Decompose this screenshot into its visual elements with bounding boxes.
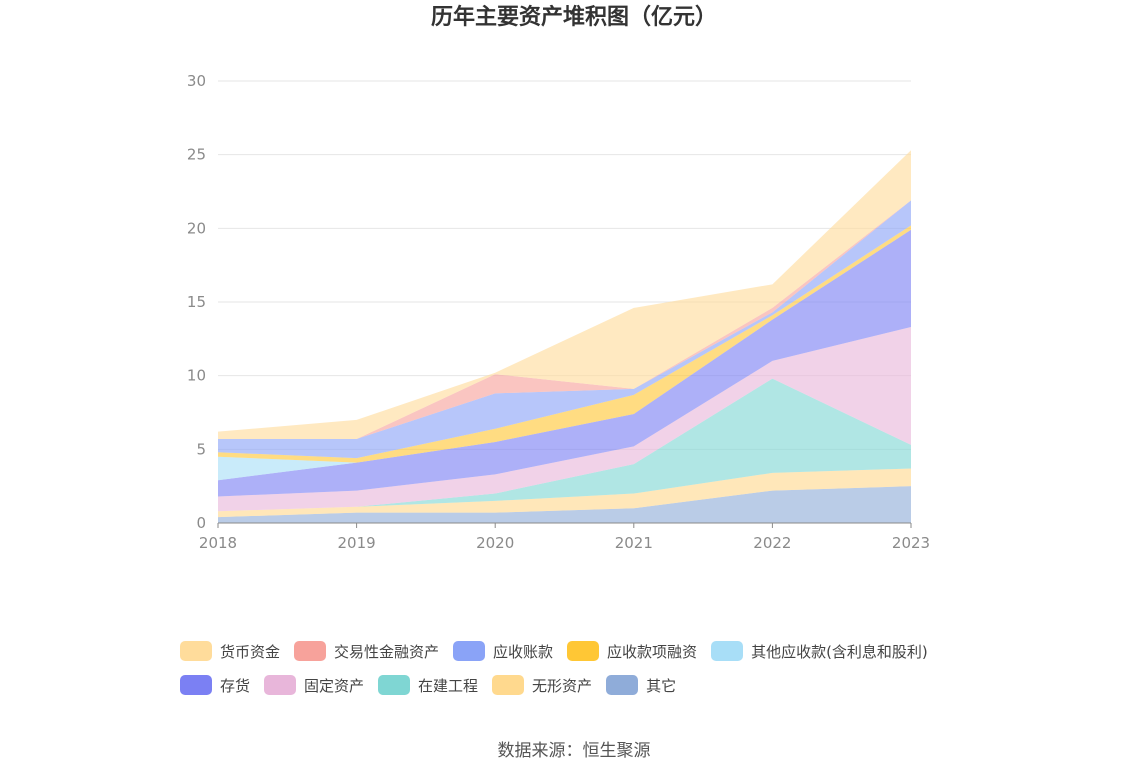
legend-label: 在建工程 <box>418 676 479 695</box>
x-tick-label: 2020 <box>476 534 514 552</box>
legend-swatch <box>264 675 297 695</box>
legend-swatch <box>567 641 600 661</box>
legend-swatch <box>453 641 486 661</box>
legend-item[interactable]: 无形资产 <box>492 675 592 696</box>
x-tick-label: 2022 <box>753 534 791 552</box>
legend-row: 存货 固定资产 在建工程 无形资产 其它 <box>180 674 1000 696</box>
y-tick-label: 15 <box>187 293 206 311</box>
legend-swatch <box>606 675 639 695</box>
x-tick-label: 2023 <box>892 534 930 552</box>
legend-item[interactable]: 应收账款 <box>453 641 553 662</box>
area-series-2 <box>218 468 911 518</box>
legend-item[interactable]: 存货 <box>180 675 250 696</box>
legend-label: 交易性金融资产 <box>334 642 440 661</box>
legend-swatch <box>294 641 327 661</box>
legend-label: 其它 <box>646 676 677 695</box>
area-series-3 <box>218 378 911 512</box>
legend-label: 应收款项融资 <box>607 642 698 661</box>
data-source: 数据来源：恒生聚源 <box>497 741 651 761</box>
chart-title: 历年主要资产堆积图（亿元） <box>430 5 717 30</box>
legend-label: 货币资金 <box>220 642 281 661</box>
legend-label: 存货 <box>220 676 251 695</box>
area-series-1 <box>218 486 911 523</box>
legend-item[interactable]: 交易性金融资产 <box>294 641 439 662</box>
area-series-7 <box>218 225 911 463</box>
area-series-5 <box>218 229 911 497</box>
axes: 0 5 10 15 20 25 30 2018 2019 2020 2021 2022 2023 <box>187 72 930 552</box>
legend-item[interactable]: 应收款项融资 <box>567 641 697 662</box>
legend-item[interactable]: 其它 <box>606 675 676 696</box>
y-tick-label: 30 <box>187 72 206 90</box>
area-series-8 <box>218 200 911 459</box>
y-tick-label: 20 <box>187 219 206 237</box>
legend-item[interactable]: 货币资金 <box>180 641 280 662</box>
legend: 货币资金 交易性金融资产 应收账款 应收款项融资 其他应收款(含利息和股利) 存货 固定资产… <box>180 640 1000 708</box>
legend-item[interactable]: 固定资产 <box>264 675 364 696</box>
legend-swatch <box>180 675 212 695</box>
legend-swatch <box>711 641 744 661</box>
x-tick-label: 2021 <box>615 534 653 552</box>
legend-item[interactable]: 在建工程 <box>378 675 478 696</box>
y-tick-label: 5 <box>196 440 206 458</box>
y-tick-label: 10 <box>187 367 206 385</box>
area-series <box>218 150 911 523</box>
y-tick-label: 25 <box>187 146 206 164</box>
x-tick-label: 2019 <box>338 534 376 552</box>
legend-row: 货币资金 交易性金融资产 应收账款 应收款项融资 其他应收款(含利息和股利) <box>180 640 1000 662</box>
x-tick-label: 2018 <box>199 534 237 552</box>
legend-label: 应收账款 <box>493 642 554 661</box>
legend-item[interactable]: 其他应收款(含利息和股利) <box>711 641 928 662</box>
legend-label: 其他应收款(含利息和股利) <box>751 642 928 661</box>
y-tick-label: 0 <box>196 514 206 532</box>
legend-label: 无形资产 <box>532 676 593 695</box>
legend-swatch <box>378 675 411 695</box>
legend-label: 固定资产 <box>304 676 365 695</box>
area-series-4 <box>218 327 911 512</box>
legend-swatch <box>492 675 525 695</box>
area-series-10 <box>218 150 911 440</box>
legend-swatch <box>180 641 212 661</box>
stacked-area-chart: 0 5 10 15 20 25 30 2018 2019 2020 2021 2022 2023 <box>187 72 930 552</box>
